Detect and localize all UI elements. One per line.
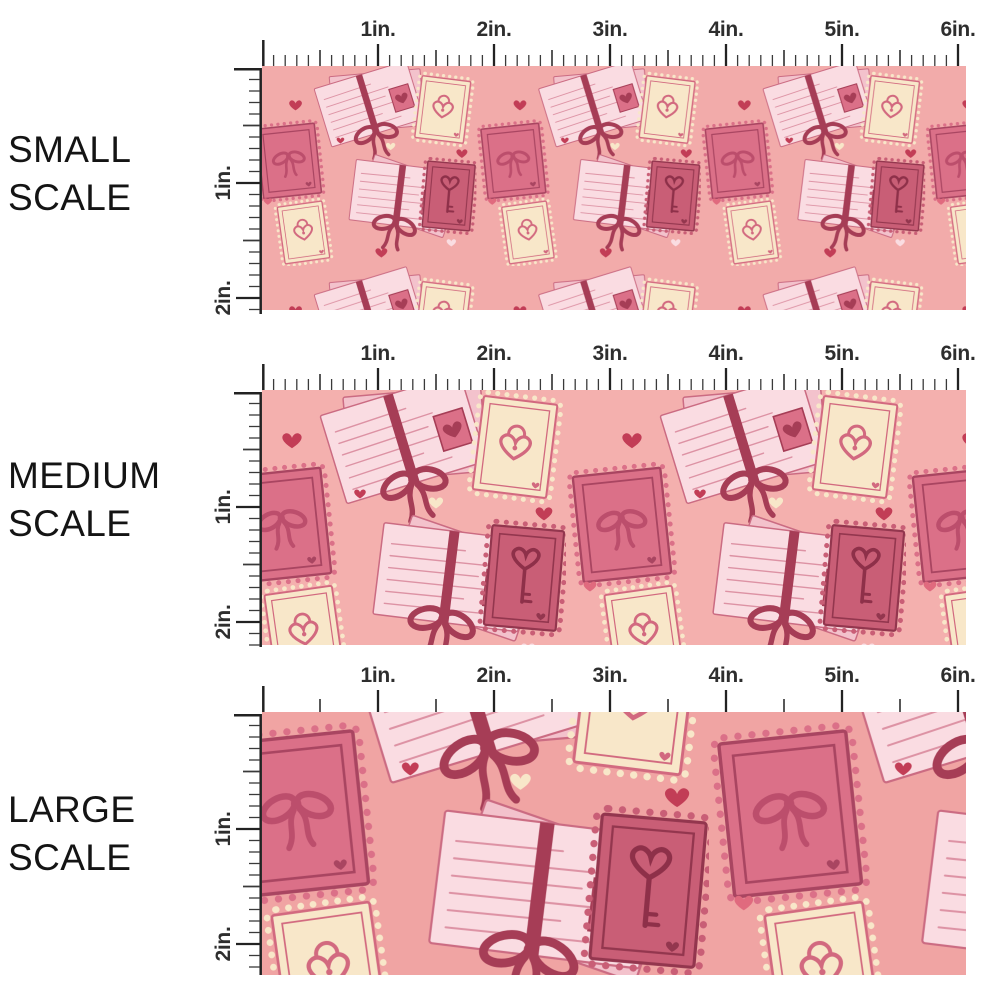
horizontal-ruler-large: 1in. 2in. 3in. 4in. 5in. 6in.	[262, 664, 976, 712]
scale-label-line: SCALE	[8, 503, 132, 544]
inch-label: 6in.	[940, 664, 976, 687]
scale-label-medium: MEDIUM SCALE	[8, 452, 160, 548]
inch-label: 2in.	[212, 926, 235, 962]
inch-label: 2in.	[476, 664, 512, 687]
scale-label-line: LARGE	[8, 789, 136, 830]
inch-label: 1in.	[360, 664, 396, 687]
horizontal-ruler-medium: 1in. 2in. 3in. 4in. 5in. 6in.	[262, 342, 976, 390]
inch-label: 2in.	[476, 18, 512, 41]
inch-label: 3in.	[592, 342, 628, 365]
scale-label-line: SCALE	[8, 177, 132, 218]
scale-label-line: SMALL	[8, 129, 132, 170]
scale-label-line: MEDIUM	[8, 455, 161, 496]
fabric-pattern-medium	[262, 390, 966, 645]
inch-label: 6in.	[940, 18, 976, 41]
inch-label: 1in.	[360, 18, 396, 41]
inch-label: 5in.	[824, 18, 860, 41]
inch-label: 2in.	[476, 342, 512, 365]
horizontal-ruler-small: 1in. 2in. 3in. 4in. 5in. 6in.	[262, 18, 976, 66]
inch-label: 3in.	[592, 664, 628, 687]
vertical-ruler-large: 1in. 2in.	[212, 714, 262, 975]
scale-label-small: SMALL SCALE	[8, 126, 131, 222]
fabric-swatch-medium	[262, 390, 966, 645]
inch-label: 5in.	[824, 664, 860, 687]
fabric-pattern-small	[262, 66, 966, 310]
inch-label: 3in.	[592, 18, 628, 41]
fabric-swatch-small	[262, 66, 966, 310]
inch-label: 2in.	[212, 604, 235, 640]
ruler-ticks	[234, 68, 262, 314]
fabric-pattern-large	[262, 712, 966, 975]
ruler-ticks	[262, 364, 960, 390]
ruler-ticks	[234, 714, 262, 975]
inch-label: 1in.	[212, 811, 235, 847]
inch-label: 6in.	[940, 342, 976, 365]
inch-label: 1in.	[212, 489, 235, 525]
inch-label: 4in.	[708, 18, 744, 41]
inch-label: 4in.	[708, 342, 744, 365]
ruler-ticks	[262, 40, 960, 66]
inch-label: 1in.	[360, 342, 396, 365]
scale-label-large: LARGE SCALE	[8, 786, 135, 882]
ruler-ticks	[234, 392, 262, 647]
inch-label: 1in.	[212, 165, 235, 201]
fabric-swatch-large	[262, 712, 966, 975]
vertical-ruler-medium: 1in. 2in.	[212, 392, 262, 647]
scale-label-line: SCALE	[8, 837, 132, 878]
inch-label: 5in.	[824, 342, 860, 365]
inch-label: 2in.	[212, 280, 235, 316]
vertical-ruler-small: 1in. 2in.	[212, 68, 262, 316]
ruler-ticks	[262, 686, 960, 712]
inch-label: 4in.	[708, 664, 744, 687]
